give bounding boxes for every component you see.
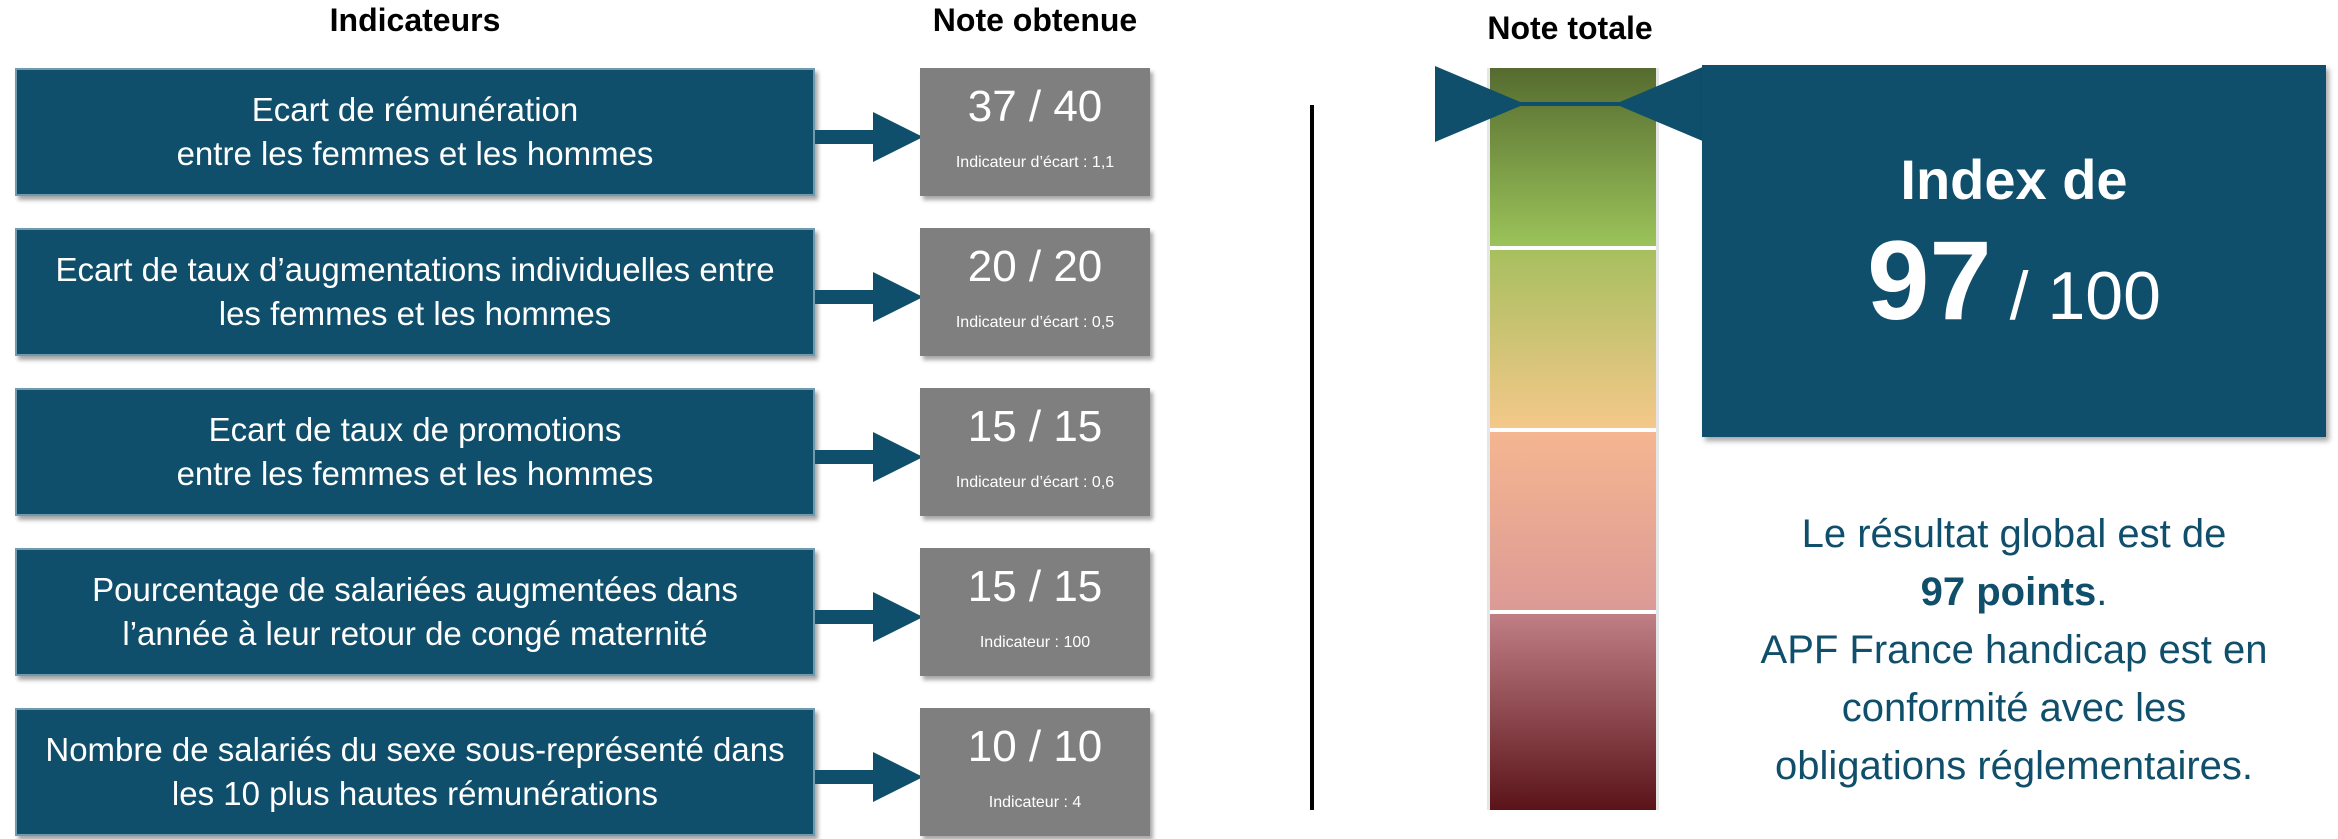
index-score-line: 97/ 100 <box>1702 216 2326 345</box>
score-value: 20 / 20 <box>967 242 1103 291</box>
indicator-label: Ecart de taux de promotions entre les fem… <box>177 408 654 496</box>
total-header: Note totale <box>1487 10 1653 46</box>
index-result-box: Index de 97/ 100 <box>1702 65 2326 437</box>
conclusion-line-2: 97 points. <box>1702 563 2326 621</box>
score-box: 15 / 15 Indicateur : 100 <box>920 548 1150 676</box>
indicators-header: Indicateurs <box>329 2 501 38</box>
conclusion-points: 97 points <box>1920 570 2097 614</box>
indicator-label-line-1: Pourcentage de salariées augmentées dans <box>92 571 738 608</box>
index-title: Index de <box>1900 148 2128 211</box>
score-detail: Indicateur : 4 <box>988 794 1082 811</box>
indicator-box: Ecart de taux d’augmentations individuel… <box>15 228 815 356</box>
score-detail: Indicateur d’écart : 0,6 <box>955 474 1115 491</box>
score-value: 15 / 15 <box>967 562 1103 611</box>
vertical-divider <box>1310 105 1314 810</box>
score-box: 20 / 20 Indicateur d’écart : 0,5 <box>920 228 1150 356</box>
gauge-marker-right-arrow <box>1615 66 1705 142</box>
indicator-label-line-2: l’année à leur retour de congé maternité <box>122 615 708 652</box>
conclusion-text: Le résultat global est de 97 points. APF… <box>1702 505 2326 795</box>
arrow-icon <box>815 272 923 322</box>
arrow-icon <box>815 592 923 642</box>
indicator-label-line-2: les 10 plus hautes rémunérations <box>171 775 659 812</box>
gauge-segment <box>1490 250 1656 428</box>
indicator-label: Pourcentage de salariées augmentées dans… <box>92 568 738 656</box>
score-value: 10 / 10 <box>967 722 1103 771</box>
indicator-label-line-1: Nombre de salariés du sexe sous-représen… <box>45 731 785 768</box>
arrow-icon <box>815 752 923 802</box>
indicator-label-line-2: entre les femmes et les hommes <box>176 135 654 172</box>
score-box: 15 / 15 Indicateur d’écart : 0,6 <box>920 388 1150 516</box>
arrow-icon <box>815 112 923 162</box>
conclusion-line-3: APF France handicap est en <box>1760 628 2268 672</box>
score-value: 15 / 15 <box>967 402 1103 451</box>
indicator-label-line-1: Ecart de taux de promotions <box>208 411 622 448</box>
arrow-icon <box>815 432 923 482</box>
indicator-box: Nombre de salariés du sexe sous-représen… <box>15 708 815 836</box>
score-detail: Indicateur : 100 <box>979 634 1091 651</box>
indicator-box: Ecart de taux de promotions entre les fem… <box>15 388 815 516</box>
indicator-label: Ecart de rémunération entre les femmes et… <box>177 88 654 176</box>
conclusion-line-4: conformité avec les <box>1841 686 2187 730</box>
indicator-box: Ecart de rémunération entre les femmes et… <box>15 68 815 196</box>
indicator-label-line-1: Ecart de rémunération <box>251 91 579 128</box>
score-box: 37 / 40 Indicateur d’écart : 1,1 <box>920 68 1150 196</box>
score-value: 37 / 40 <box>967 82 1103 131</box>
score-gauge <box>1487 68 1659 810</box>
conclusion-line-5: obligations réglementaires. <box>1774 744 2254 788</box>
gauge-marker <box>1435 66 1705 142</box>
indicator-label-line-2: entre les femmes et les hommes <box>176 455 654 492</box>
index-score: 97 <box>1867 218 1992 343</box>
score-detail: Indicateur d’écart : 1,1 <box>955 154 1115 171</box>
indicator-box: Pourcentage de salariées augmentées dans… <box>15 548 815 676</box>
gauge-marker-left-arrow <box>1435 66 1525 142</box>
gauge-segment <box>1490 68 1656 246</box>
score-box: 10 / 10 Indicateur : 4 <box>920 708 1150 836</box>
index-max: / 100 <box>2009 258 2161 334</box>
gauge-segment <box>1490 432 1656 610</box>
indicator-label-line-2: les femmes et les hommes <box>218 295 612 332</box>
score-detail: Indicateur d’écart : 0,5 <box>955 314 1115 331</box>
conclusion-period: . <box>2096 570 2108 614</box>
indicator-label-line-1: Ecart de taux d’augmentations individuel… <box>55 251 775 288</box>
score-header: Note obtenue <box>932 2 1138 38</box>
gauge-segment <box>1490 614 1656 810</box>
indicator-label: Ecart de taux d’augmentations individuel… <box>55 248 774 336</box>
indicator-label: Nombre de salariés du sexe sous-représen… <box>45 728 784 816</box>
conclusion-line-1: Le résultat global est de <box>1801 512 2227 556</box>
